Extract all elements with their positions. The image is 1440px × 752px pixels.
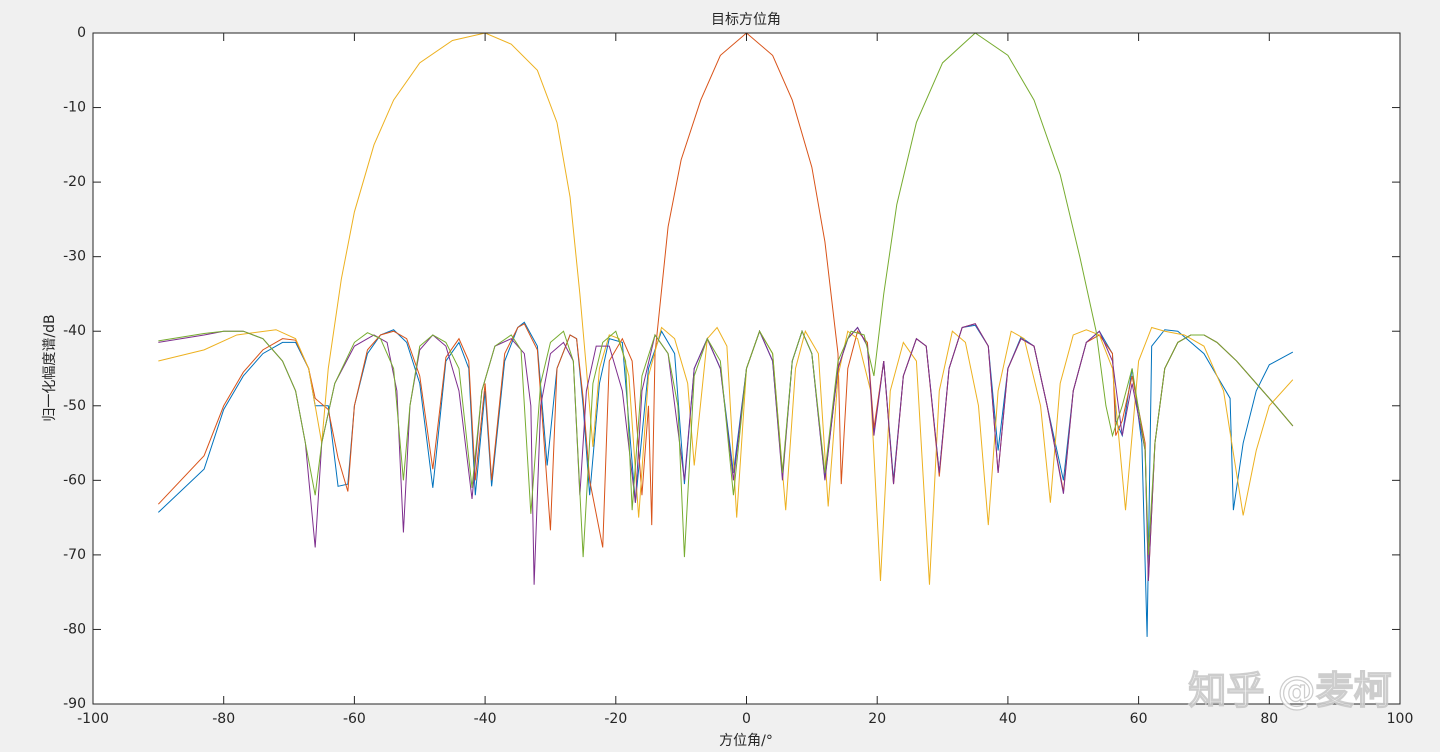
x-tick-label: 80 [1260,711,1278,727]
chart-title: 目标方位角 [711,12,781,28]
series-line [157,32,1294,582]
lines [157,32,1294,637]
series-line [158,32,1294,558]
y-tick-label: -90 [63,696,86,712]
y-tick-label: -60 [63,472,86,488]
x-tick-label: -100 [77,711,109,727]
x-tick-label: -80 [212,711,235,727]
x-tick-label: 20 [868,711,886,727]
y-tick-label: -50 [63,398,86,414]
y-tick-label: -80 [63,621,86,637]
x-tick-label: 40 [999,711,1017,727]
x-tick-label: -40 [474,711,497,727]
x-tick-label: -60 [343,711,366,727]
y-tick-label: -70 [63,547,86,563]
x-tick-label: 0 [742,711,751,727]
y-tick-label: -20 [63,174,86,190]
y-tick-label: -10 [63,100,86,116]
y-tick-label: 0 [77,25,86,41]
watermark: 知乎 @麦柯 [1188,669,1391,713]
y-tick-label: -30 [63,249,86,265]
x-tick-label: -20 [604,711,627,727]
y-tick-label: -40 [63,323,86,339]
x-tick-label: 100 [1387,711,1414,727]
y-axis-label: 归一化幅度谱/dB [41,314,58,421]
x-axis-label: 方位角/° [719,733,773,749]
x-tick-label: 60 [1130,711,1148,727]
